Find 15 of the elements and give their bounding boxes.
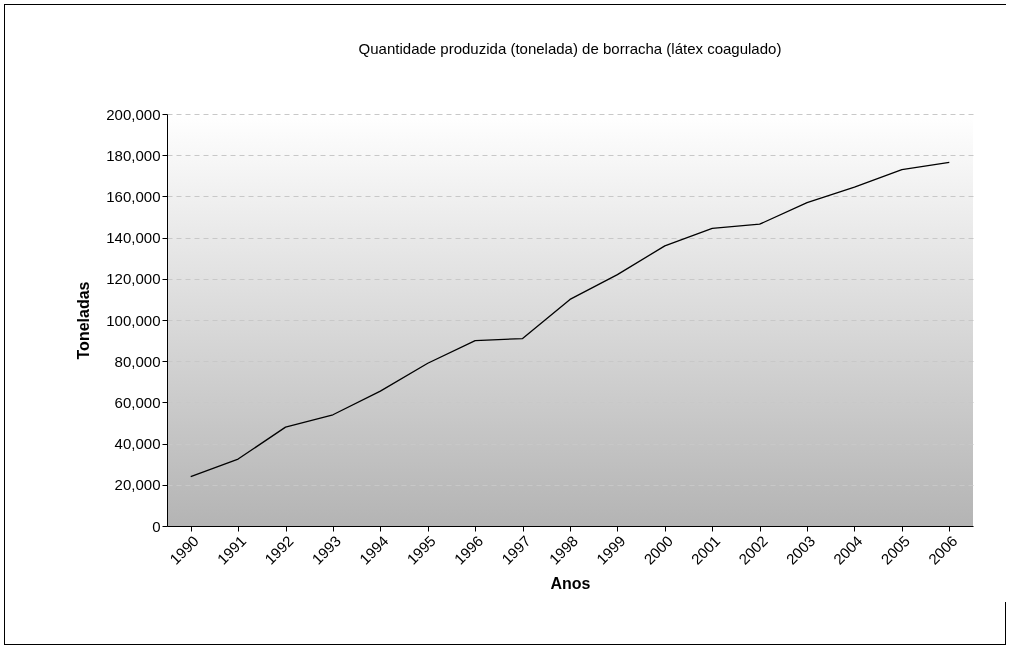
y-tick-label: 160,000 [106, 187, 161, 205]
y-tick-label: 0 [152, 517, 161, 535]
y-tick-label: 40,000 [114, 435, 161, 453]
y-tick-label: 60,000 [114, 393, 161, 411]
y-tick-label: 20,000 [114, 476, 161, 494]
y-tick-label: 200,000 [106, 105, 161, 123]
y-tick-label: 100,000 [106, 311, 161, 329]
y-axis-title: Toneladas [75, 281, 93, 360]
y-tick-label: 120,000 [106, 270, 161, 288]
line-series [190, 161, 950, 478]
chart-title: Quantidade produzida (tonelada) de borracha (látex coagulado) [358, 40, 782, 57]
y-tick-label: 80,000 [114, 352, 161, 370]
y-tick-label: 180,000 [106, 146, 161, 164]
y-tick-label: 140,000 [106, 229, 161, 247]
x-axis-title: Anos [550, 574, 591, 592]
